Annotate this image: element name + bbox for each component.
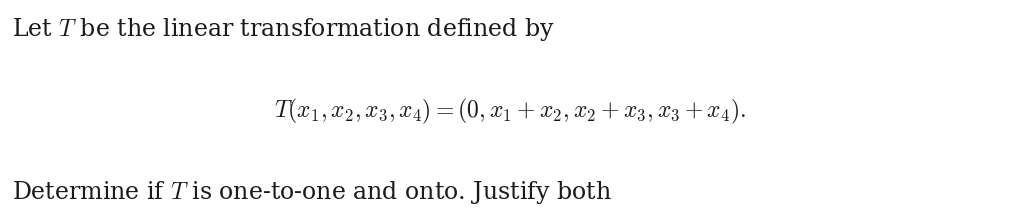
Text: Determine if $T$ is one-to-one and onto. Justify both: Determine if $T$ is one-to-one and onto.… bbox=[12, 179, 612, 206]
Text: $T(x_1, x_2, x_3, x_4) = (0, x_1 + x_2, x_2 + x_3, x_3 + x_4).$: $T(x_1, x_2, x_3, x_4) = (0, x_1 + x_2, … bbox=[273, 96, 746, 126]
Text: Let $T$ be the linear transformation defined by: Let $T$ be the linear transformation def… bbox=[12, 16, 555, 43]
